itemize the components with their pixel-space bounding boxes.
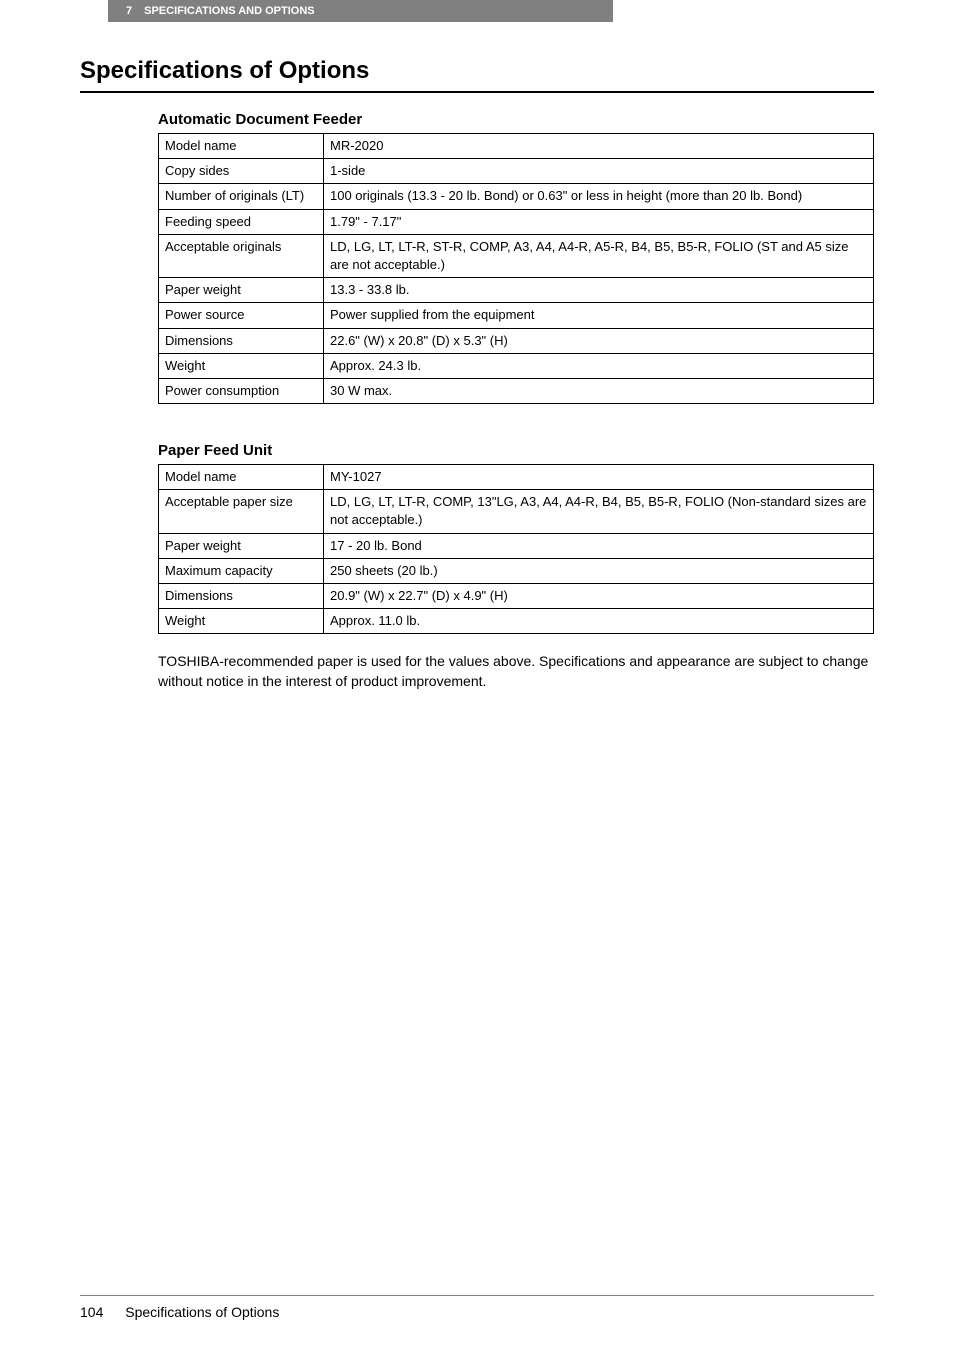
table-row: Power consumption30 W max. bbox=[159, 378, 874, 403]
footer-rule bbox=[80, 1295, 874, 1296]
header-section-number: 7 bbox=[126, 5, 132, 17]
adf-spec-table: Model nameMR-2020 Copy sides1-side Numbe… bbox=[158, 133, 874, 404]
page-header: 7 SPECIFICATIONS AND OPTIONS bbox=[108, 0, 613, 22]
spec-label: Dimensions bbox=[159, 328, 324, 353]
spec-label: Paper weight bbox=[159, 278, 324, 303]
title-rule bbox=[80, 91, 874, 93]
content-body: Automatic Document Feeder Model nameMR-2… bbox=[158, 111, 874, 692]
spec-value: Approx. 11.0 lb. bbox=[324, 609, 874, 634]
spec-value: MR-2020 bbox=[324, 134, 874, 159]
spec-value: MY-1027 bbox=[324, 465, 874, 490]
spec-value: 20.9" (W) x 22.7" (D) x 4.9" (H) bbox=[324, 584, 874, 609]
table-row: Dimensions22.6" (W) x 20.8" (D) x 5.3" (… bbox=[159, 328, 874, 353]
spec-label: Weight bbox=[159, 353, 324, 378]
pfu-table-body: Model nameMY-1027 Acceptable paper sizeL… bbox=[159, 465, 874, 634]
footer-page-title: Specifications of Options bbox=[125, 1304, 279, 1320]
spec-value: 250 sheets (20 lb.) bbox=[324, 558, 874, 583]
table-row: Paper weight13.3 - 33.8 lb. bbox=[159, 278, 874, 303]
spec-label: Weight bbox=[159, 609, 324, 634]
main-title: Specifications of Options bbox=[80, 57, 874, 85]
spec-label: Copy sides bbox=[159, 159, 324, 184]
spec-label: Model name bbox=[159, 134, 324, 159]
adf-section-title: Automatic Document Feeder bbox=[158, 111, 874, 128]
spec-value: 13.3 - 33.8 lb. bbox=[324, 278, 874, 303]
spec-value: 1-side bbox=[324, 159, 874, 184]
footer-page-number: 104 bbox=[80, 1304, 103, 1320]
spec-label: Maximum capacity bbox=[159, 558, 324, 583]
pfu-section-title: Paper Feed Unit bbox=[158, 442, 874, 459]
table-row: Power sourcePower supplied from the equi… bbox=[159, 303, 874, 328]
spec-value: LD, LG, LT, LT-R, COMP, 13"LG, A3, A4, A… bbox=[324, 490, 874, 533]
spec-label: Power consumption bbox=[159, 378, 324, 403]
adf-table-body: Model nameMR-2020 Copy sides1-side Numbe… bbox=[159, 134, 874, 404]
table-row: Acceptable originalsLD, LG, LT, LT-R, ST… bbox=[159, 234, 874, 277]
spec-label: Feeding speed bbox=[159, 209, 324, 234]
page-content: Specifications of Options Automatic Docu… bbox=[0, 22, 954, 692]
spec-value: Power supplied from the equipment bbox=[324, 303, 874, 328]
table-row: Number of originals (LT)100 originals (1… bbox=[159, 184, 874, 209]
spec-label: Acceptable paper size bbox=[159, 490, 324, 533]
footer-text: 104 Specifications of Options bbox=[80, 1304, 874, 1320]
table-row: WeightApprox. 24.3 lb. bbox=[159, 353, 874, 378]
spec-value: 30 W max. bbox=[324, 378, 874, 403]
table-row: Maximum capacity250 sheets (20 lb.) bbox=[159, 558, 874, 583]
spec-label: Number of originals (LT) bbox=[159, 184, 324, 209]
table-row: Dimensions20.9" (W) x 22.7" (D) x 4.9" (… bbox=[159, 584, 874, 609]
page-footer: 104 Specifications of Options bbox=[80, 1295, 874, 1320]
spec-label: Dimensions bbox=[159, 584, 324, 609]
table-row: Copy sides1-side bbox=[159, 159, 874, 184]
table-row: WeightApprox. 11.0 lb. bbox=[159, 609, 874, 634]
spec-label: Power source bbox=[159, 303, 324, 328]
spec-label: Model name bbox=[159, 465, 324, 490]
note-text: TOSHIBA-recommended paper is used for th… bbox=[158, 652, 874, 691]
spec-value: 17 - 20 lb. Bond bbox=[324, 533, 874, 558]
spec-value: 22.6" (W) x 20.8" (D) x 5.3" (H) bbox=[324, 328, 874, 353]
spec-value: 1.79" - 7.17" bbox=[324, 209, 874, 234]
spec-value: LD, LG, LT, LT-R, ST-R, COMP, A3, A4, A4… bbox=[324, 234, 874, 277]
table-row: Paper weight17 - 20 lb. Bond bbox=[159, 533, 874, 558]
header-section-title: SPECIFICATIONS AND OPTIONS bbox=[144, 5, 315, 17]
pfu-spec-table: Model nameMY-1027 Acceptable paper sizeL… bbox=[158, 464, 874, 634]
table-row: Model nameMR-2020 bbox=[159, 134, 874, 159]
spec-label: Paper weight bbox=[159, 533, 324, 558]
table-row: Feeding speed1.79" - 7.17" bbox=[159, 209, 874, 234]
spec-value: 100 originals (13.3 - 20 lb. Bond) or 0.… bbox=[324, 184, 874, 209]
table-row: Acceptable paper sizeLD, LG, LT, LT-R, C… bbox=[159, 490, 874, 533]
table-row: Model nameMY-1027 bbox=[159, 465, 874, 490]
spec-label: Acceptable originals bbox=[159, 234, 324, 277]
spec-value: Approx. 24.3 lb. bbox=[324, 353, 874, 378]
